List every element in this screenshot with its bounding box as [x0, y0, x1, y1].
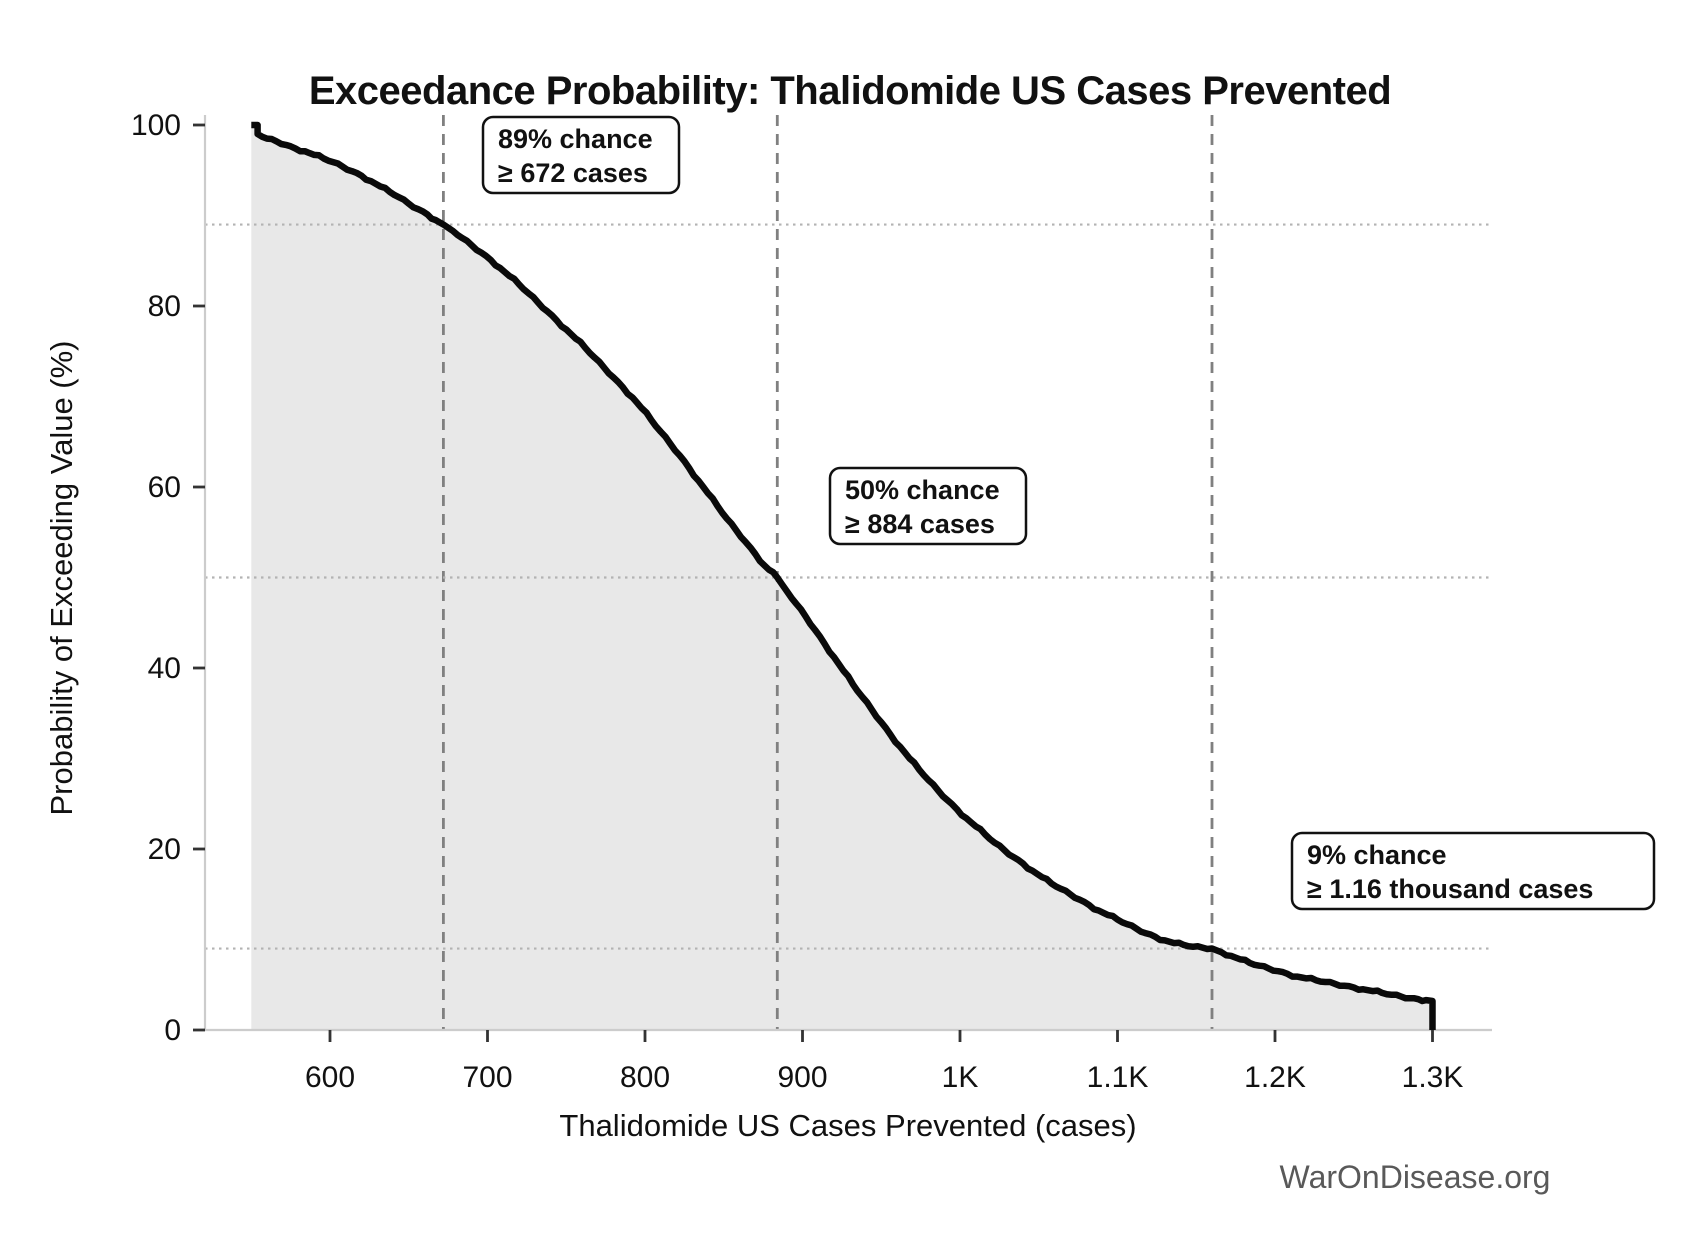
exceedance-area-fill: [251, 125, 1433, 1030]
annotation-line1-50pct: 50% chance: [845, 475, 1000, 505]
annotation-line2-9pct: ≥ 1.16 thousand cases: [1307, 874, 1593, 904]
y-tick-label-80: 80: [148, 290, 181, 323]
x-tick-label-900: 900: [777, 1061, 827, 1094]
annotation-box-9pct: [1290, 831, 1656, 911]
y-tick-label-60: 60: [148, 471, 181, 504]
x-tick-label-800: 800: [620, 1061, 670, 1094]
exceedance-curve: [251, 121, 1436, 1030]
y-tick-label-20: 20: [148, 833, 181, 866]
annotations-layer: 89% chance ≥ 672 cases 50% chance ≥ 884 cas…: [481, 115, 1656, 911]
curve-layer: [251, 121, 1436, 1030]
x-axis-title: Thalidomide US Cases Prevented (cases): [559, 1108, 1136, 1143]
annotation-50pct: 50% chance ≥ 884 cases: [828, 466, 1028, 546]
annotation-line2-89pct: ≥ 672 cases: [498, 158, 648, 188]
annotation-box-89pct: [481, 115, 681, 195]
y-tick-label-40: 40: [148, 652, 181, 685]
axes-layer: 600 700 800 900 1K 1.1K 1.2K 1.3K 0 20 40 60 80 100: [131, 109, 1492, 1094]
annotation-9pct: 9% chance ≥ 1.16 thousand cases: [1290, 831, 1656, 911]
annotation-box-50pct: [828, 466, 1028, 546]
x-tick-label-1.3K: 1.3K: [1402, 1061, 1464, 1094]
annotation-line2-50pct: ≥ 884 cases: [845, 509, 995, 539]
x-tick-label-600: 600: [305, 1061, 355, 1094]
x-tick-label-1K: 1K: [942, 1061, 979, 1094]
chart-title: Exceedance Probability: Thalidomide US C…: [309, 69, 1391, 113]
area-fill-layer: [251, 125, 1433, 1030]
x-tick-label-1.1K: 1.1K: [1087, 1061, 1149, 1094]
y-tick-label-0: 0: [164, 1014, 181, 1047]
annotation-line1-89pct: 89% chance: [498, 124, 653, 154]
y-tick-label-100: 100: [131, 109, 181, 142]
x-tick-label-700: 700: [462, 1061, 512, 1094]
annotation-89pct: 89% chance ≥ 672 cases: [481, 115, 681, 195]
annotation-line1-9pct: 9% chance: [1307, 840, 1447, 870]
y-axis-title: Probability of Exceeding Value (%): [44, 340, 79, 815]
x-tick-label-1.2K: 1.2K: [1244, 1061, 1306, 1094]
watermark: WarOnDisease.org: [1280, 1159, 1551, 1195]
